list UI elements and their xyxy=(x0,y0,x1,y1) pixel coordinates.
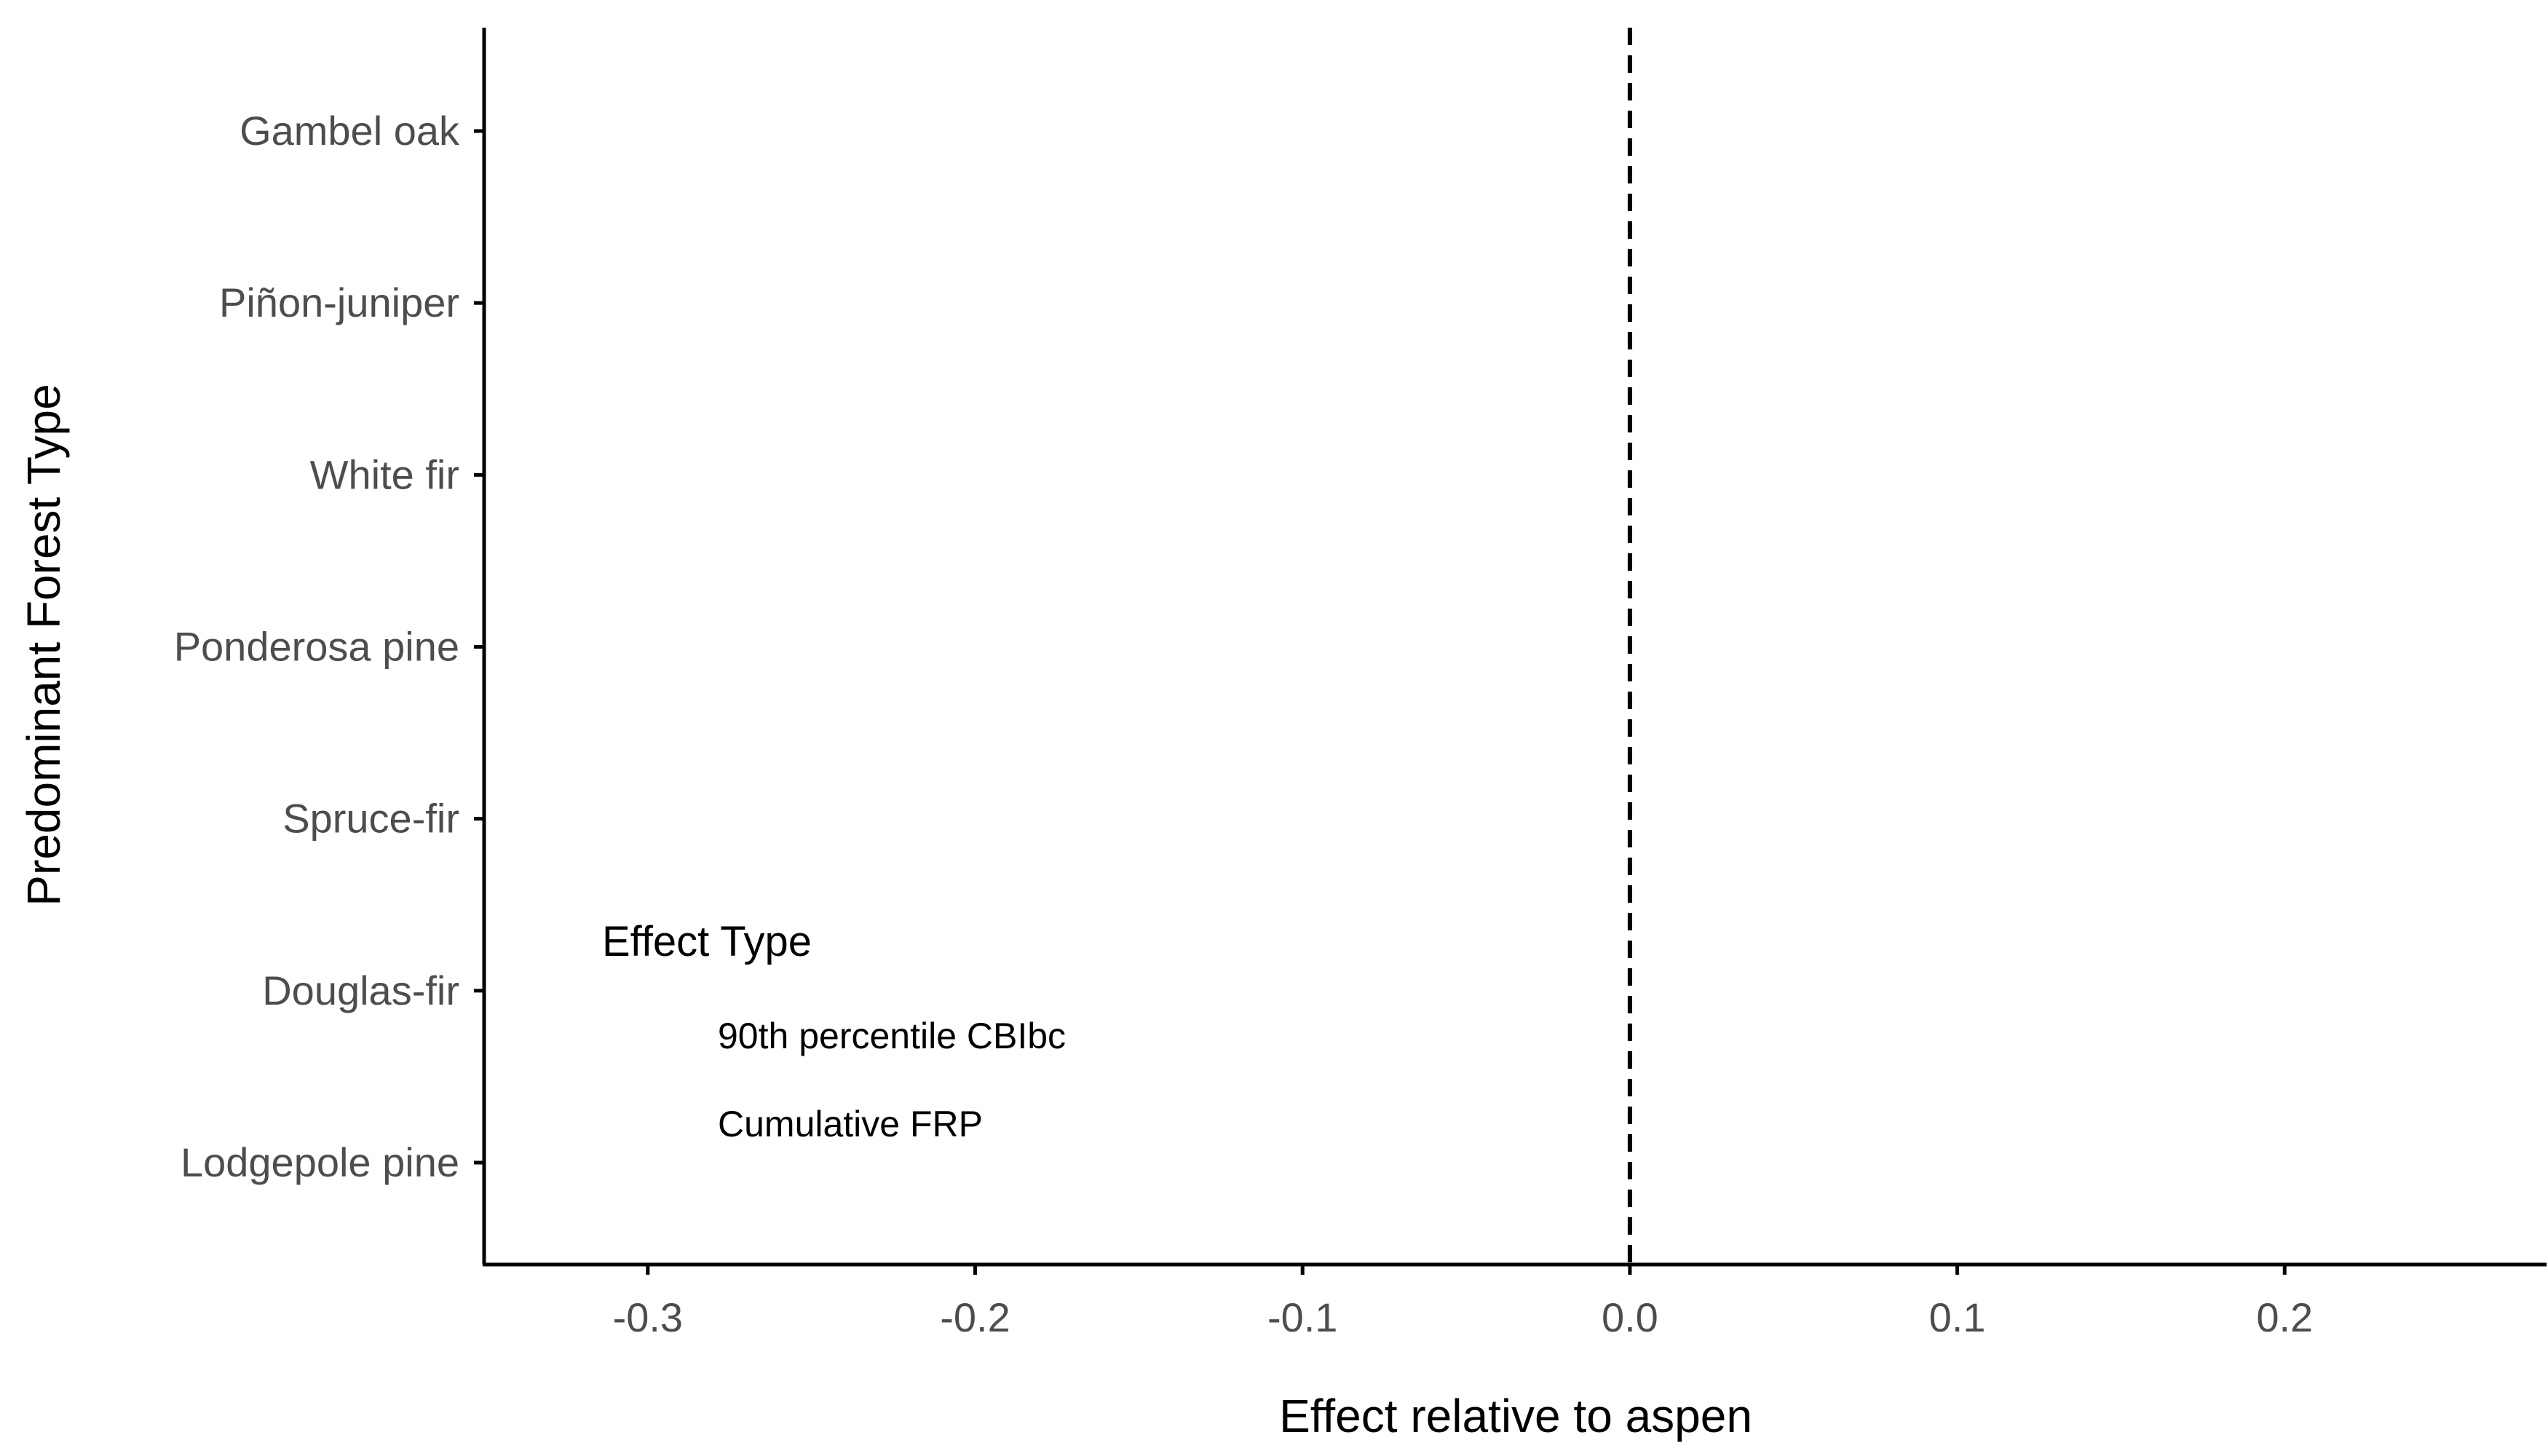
y-tick-label: Gambel oak xyxy=(240,108,460,154)
legend: Effect Type 90th percentile CBIbc Cumula… xyxy=(602,918,1066,1144)
x-axis: -0.3 -0.2 -0.1 0.0 0.1 0.2 xyxy=(613,1265,2313,1340)
legend-item-cbibc: 90th percentile CBIbc xyxy=(718,1016,1066,1056)
y-axis-title: Predominant Forest Type xyxy=(17,384,70,906)
x-axis-title: Effect relative to aspen xyxy=(1279,1390,1752,1442)
legend-title: Effect Type xyxy=(602,918,812,965)
x-tick-label: 0.2 xyxy=(2256,1294,2313,1340)
y-tick-label: White fir xyxy=(310,451,459,497)
y-tick-label: Douglas-fir xyxy=(262,968,459,1013)
y-tick-label: Spruce-fir xyxy=(282,796,459,842)
x-tick-label: -0.1 xyxy=(1267,1294,1338,1340)
x-tick-label: -0.2 xyxy=(940,1294,1010,1340)
x-tick-label: 0.0 xyxy=(1602,1294,1658,1340)
legend-item-frp: Cumulative FRP xyxy=(718,1104,983,1144)
x-tick-label: -0.3 xyxy=(613,1294,684,1340)
y-axis: Gambel oak Piñon-juniper White fir Ponderos… xyxy=(174,108,484,1185)
y-tick-label: Ponderosa pine xyxy=(174,624,459,670)
y-tick-label: Piñon-juniper xyxy=(219,280,459,325)
y-tick-label: Lodgepole pine xyxy=(181,1139,459,1185)
x-tick-label: 0.1 xyxy=(1929,1294,1986,1340)
